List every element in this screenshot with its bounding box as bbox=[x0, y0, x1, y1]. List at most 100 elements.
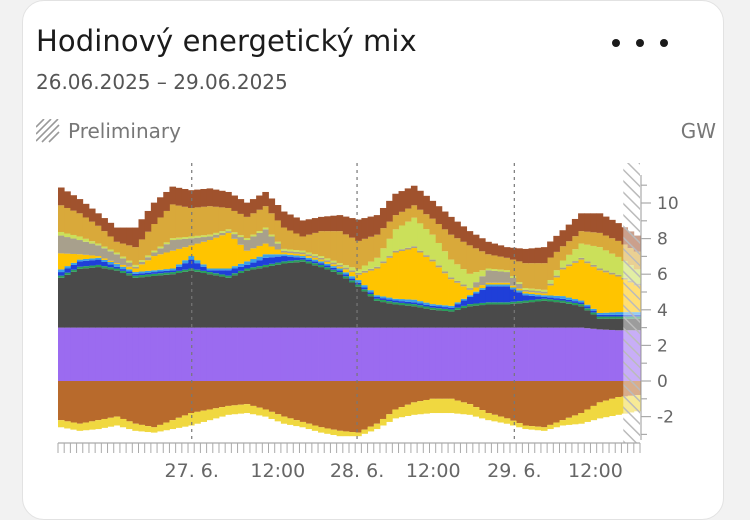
bar-solar bbox=[237, 244, 245, 264]
bar-lignite bbox=[615, 318, 622, 331]
bar-export_yellow bbox=[218, 407, 226, 417]
bar-other_gold bbox=[138, 239, 146, 261]
bar-solar bbox=[497, 282, 505, 285]
bar-gas bbox=[435, 308, 443, 311]
bar-import bbox=[361, 218, 368, 239]
bar-export_brown bbox=[181, 381, 189, 416]
bar-import bbox=[280, 211, 288, 228]
bar-export_yellow bbox=[466, 404, 474, 415]
more-options-button[interactable] bbox=[612, 28, 668, 58]
bar-export_yellow bbox=[590, 405, 598, 421]
bar-nuclear bbox=[516, 327, 523, 381]
bar-other_gold bbox=[76, 213, 84, 237]
bar-export_yellow bbox=[330, 429, 338, 435]
bar-wind bbox=[64, 233, 71, 238]
bar-export_yellow bbox=[584, 409, 591, 422]
bar-lignite bbox=[324, 269, 331, 328]
bar-hydro bbox=[225, 270, 232, 276]
bar-gas bbox=[132, 275, 139, 278]
bar-import bbox=[571, 218, 579, 237]
bar-export_yellow bbox=[460, 402, 468, 415]
bar-biomass bbox=[355, 272, 362, 275]
bar-gas bbox=[299, 259, 307, 262]
bar-other_gold bbox=[590, 232, 598, 246]
bar-export_brown bbox=[144, 381, 152, 427]
bar-other_gold bbox=[435, 224, 443, 243]
bar-export_brown bbox=[448, 381, 455, 399]
x-tick-label: 29. 6. bbox=[487, 460, 541, 482]
bar-export_yellow bbox=[107, 417, 115, 427]
bar-export_yellow bbox=[491, 414, 498, 422]
bar-lignite bbox=[150, 275, 158, 328]
bar-export_yellow bbox=[150, 427, 158, 433]
bar-import bbox=[540, 247, 548, 264]
bar-export_brown bbox=[417, 381, 424, 402]
bar-other_gold bbox=[95, 225, 102, 244]
bar-hydro_light bbox=[144, 270, 152, 273]
bar-hydro_light bbox=[578, 300, 585, 303]
bar-biomass bbox=[76, 240, 84, 255]
energy-mix-chart[interactable]: 10 8 6 4 2 0 -2 27. 6. 12:00 28. 6. 12:00 29. 6. 12… bbox=[0, 0, 750, 503]
bar-hydro bbox=[249, 262, 257, 268]
bar-import bbox=[392, 193, 399, 216]
bar-export_brown bbox=[126, 381, 133, 422]
bar-lignite bbox=[547, 301, 554, 328]
bar-biomass bbox=[435, 265, 443, 268]
bar-solar bbox=[70, 253, 77, 263]
bar-import bbox=[150, 202, 158, 225]
bar-hydro bbox=[311, 261, 319, 264]
preliminary-overlay bbox=[623, 163, 640, 443]
bar-hydro bbox=[392, 300, 399, 303]
bar-wind bbox=[299, 250, 307, 253]
bar-gas bbox=[596, 316, 604, 319]
bar-other_gold bbox=[509, 259, 517, 277]
bar-import bbox=[578, 213, 585, 232]
bar-gas bbox=[441, 308, 449, 311]
bar-gas bbox=[534, 299, 542, 302]
bar-export_brown bbox=[361, 381, 368, 430]
bar-export_brown bbox=[305, 381, 313, 424]
bar-import bbox=[206, 188, 214, 207]
bar-hydro_light bbox=[280, 254, 288, 257]
bar-import bbox=[70, 195, 77, 211]
bar-lignite bbox=[262, 267, 269, 328]
bar-wind bbox=[243, 238, 251, 241]
bar-wind bbox=[206, 234, 214, 237]
bar-hydro_light bbox=[95, 257, 102, 260]
bar-nuclear bbox=[231, 327, 238, 381]
bar-export_yellow bbox=[64, 421, 71, 429]
bar-other_gold bbox=[243, 216, 251, 239]
bar-other_gold bbox=[64, 207, 71, 234]
legend-preliminary[interactable]: Preliminary bbox=[36, 119, 181, 143]
bar-wind bbox=[256, 231, 263, 233]
bar-hydro_light bbox=[82, 259, 90, 261]
bar-export_yellow bbox=[423, 399, 430, 414]
bar-wind bbox=[113, 252, 121, 255]
bar-lignite bbox=[441, 310, 449, 328]
bar-import bbox=[379, 207, 387, 229]
bar-other_gold bbox=[547, 257, 554, 281]
bar-hydro bbox=[373, 296, 381, 299]
bar-hydro bbox=[540, 296, 548, 299]
bar-gas bbox=[386, 301, 393, 304]
bar-gas bbox=[268, 263, 276, 266]
bar-hydro_light bbox=[188, 256, 195, 260]
bar-export_brown bbox=[287, 381, 294, 419]
bar-export_brown bbox=[150, 381, 158, 428]
bar-gas bbox=[88, 265, 96, 268]
bar-hydro bbox=[355, 282, 362, 285]
bar-export_yellow bbox=[243, 404, 251, 414]
bar-other_gold bbox=[565, 241, 573, 255]
bar-export_brown bbox=[107, 381, 115, 418]
bar-export_brown bbox=[256, 381, 263, 408]
bar-import bbox=[615, 223, 622, 241]
bar-import bbox=[169, 186, 177, 205]
bar-export_yellow bbox=[540, 427, 548, 431]
bar-export_yellow bbox=[571, 415, 579, 425]
bar-other_gold bbox=[355, 240, 362, 270]
bar-lignite bbox=[497, 304, 505, 328]
bar-hydro_light bbox=[318, 261, 325, 264]
bar-hydro bbox=[404, 301, 412, 304]
bar-lignite bbox=[218, 276, 226, 328]
bar-biomass bbox=[274, 243, 282, 250]
